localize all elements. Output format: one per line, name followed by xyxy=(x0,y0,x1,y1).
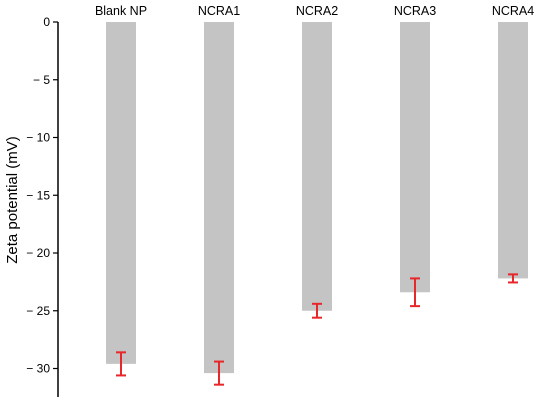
y-tick-label: − 5 xyxy=(33,73,50,87)
bar-ncra2 xyxy=(302,22,332,311)
error-bar-blank-np xyxy=(116,351,126,377)
error-bars-group xyxy=(116,273,518,386)
category-label: NCRA3 xyxy=(394,4,436,18)
error-bar-ncra4 xyxy=(508,273,518,284)
y-tick-label: − 20 xyxy=(26,246,50,260)
y-tick-label: − 10 xyxy=(26,131,50,145)
bar-ncra1 xyxy=(204,22,234,374)
error-bar-ncra2 xyxy=(312,302,322,319)
category-label: NCRA2 xyxy=(296,4,338,18)
y-tick-label: − 25 xyxy=(26,304,50,318)
error-bar-ncra1 xyxy=(214,360,224,386)
bar-ncra3 xyxy=(400,22,430,293)
y-axis-title: Zeta potential (mV) xyxy=(4,136,21,264)
category-label: NCRA1 xyxy=(198,4,240,18)
bars-group xyxy=(106,22,528,374)
bar-blank-np xyxy=(106,22,136,364)
bar-ncra4 xyxy=(498,22,528,279)
error-bar-ncra3 xyxy=(410,277,420,308)
category-label: NCRA4 xyxy=(492,4,534,18)
x-axis: Blank NP NCRA1 NCRA2 NCRA3 NCRA4 xyxy=(95,4,534,18)
y-tick-label: − 15 xyxy=(26,188,50,202)
y-tick-label: 0 xyxy=(43,15,50,29)
category-label: Blank NP xyxy=(95,4,147,18)
y-axis: 0 − 5 − 10 − 15 − 20 − 25 − 30 xyxy=(26,15,59,397)
y-tick-label: − 30 xyxy=(26,362,50,376)
